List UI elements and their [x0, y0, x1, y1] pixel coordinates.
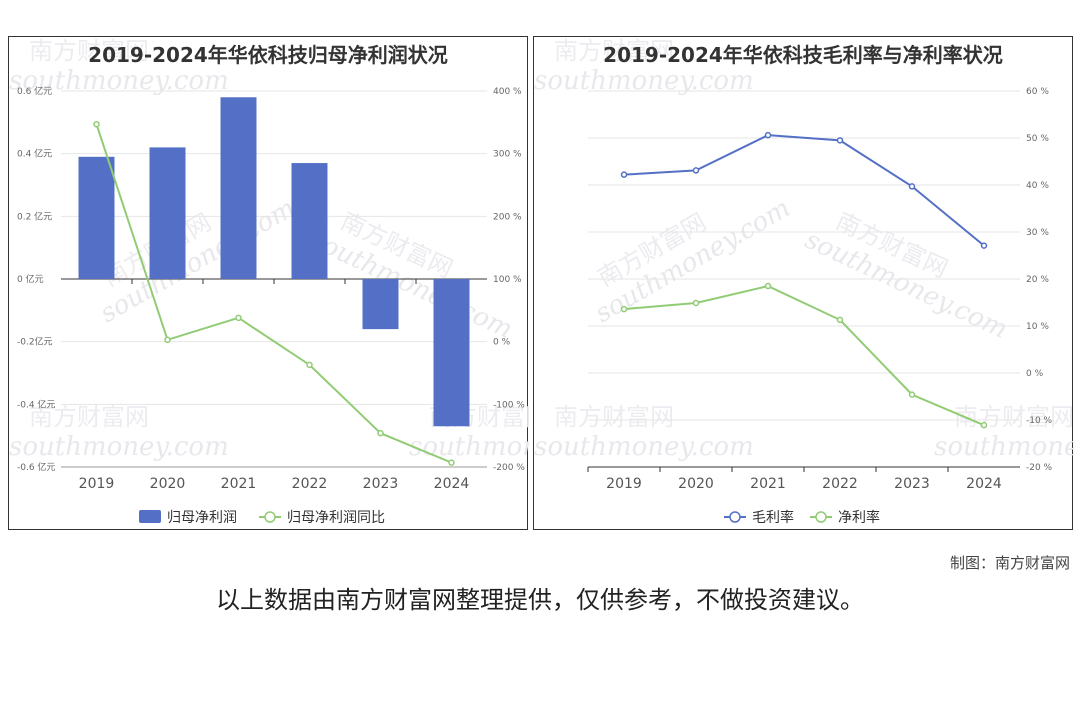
data-point — [764, 282, 772, 290]
y-right-tick-label: 0 % — [1026, 369, 1044, 379]
legend-label: 归母净利润同比 — [287, 509, 385, 526]
series-line — [95, 123, 452, 464]
y-right-tick-label: -20 % — [1026, 463, 1053, 473]
y-right-tick-label: -10 % — [1026, 416, 1053, 426]
y-right-tick-label: 30 % — [1026, 228, 1049, 238]
legend-label: 净利率 — [838, 509, 880, 526]
y-right-tick-label: 100 % — [493, 275, 522, 285]
bar — [149, 147, 186, 279]
data-point — [377, 429, 384, 437]
y-left-tick-label: 0 亿元 — [17, 273, 44, 285]
data-point — [620, 171, 628, 178]
legend-swatch — [139, 510, 161, 523]
y-left-tick-label: -0.6 亿元 — [17, 461, 55, 473]
x-tick-label: 2022 — [292, 476, 328, 492]
y-right-tick-label: 400 % — [493, 87, 522, 97]
data-point — [448, 459, 455, 466]
data-point — [692, 167, 700, 174]
margin-chart-panel: 南方财富网 southmoney.com 南方财富网 southmoney.com 南方… — [533, 36, 1074, 530]
data-point — [764, 131, 772, 139]
legend-swatch — [729, 511, 741, 523]
y-left-tick-label: 0.2 亿元 — [17, 210, 52, 222]
data-point — [235, 314, 242, 322]
data-point — [164, 336, 171, 344]
data-point — [306, 361, 313, 369]
watermark: southmoney.com — [9, 432, 229, 462]
chart-title: 2019-2024年华依科技毛利率与净利率状况 — [603, 43, 1003, 67]
y-left-tick-label: -0.4 亿元 — [17, 398, 55, 410]
watermark: 南方财富网 — [554, 37, 674, 65]
disclaimer-text: 以上数据由南方财富网整理提供，仅供参考，不做投资建议。 — [216, 586, 864, 614]
x-tick-label: 2021 — [750, 476, 786, 492]
y-right-tick-label: 200 % — [493, 212, 522, 222]
x-tick-label: 2019 — [606, 476, 642, 492]
x-tick-label: 2023 — [894, 476, 930, 492]
x-tick-label: 2019 — [79, 476, 115, 492]
data-point — [93, 120, 100, 128]
watermark: 南方财富网 — [554, 403, 674, 431]
y-right-tick-label: 50 % — [1026, 134, 1049, 144]
data-point — [980, 421, 988, 429]
watermark: southmoney.com — [534, 432, 754, 462]
bar — [433, 279, 470, 427]
y-left-tick-label: 0.6 亿元 — [17, 85, 52, 97]
y-left-tick-label: -0.2亿元 — [17, 336, 53, 348]
watermark: southmoney.com — [934, 432, 1074, 462]
legend-swatch — [815, 511, 827, 523]
y-right-tick-label: 60 % — [1026, 87, 1049, 97]
series-line — [623, 284, 985, 427]
watermark: 南方财富网 — [29, 403, 149, 431]
legend-label: 归母净利润 — [167, 509, 237, 526]
data-point — [908, 391, 916, 398]
data-point — [692, 299, 700, 307]
x-tick-label: 2020 — [150, 476, 186, 492]
y-right-tick-label: 20 % — [1026, 275, 1049, 285]
bar — [78, 156, 115, 279]
x-tick-label: 2024 — [434, 476, 470, 492]
x-tick-label: 2023 — [363, 476, 399, 492]
watermark: 南方财富网 — [29, 37, 149, 65]
x-tick-label: 2021 — [221, 476, 257, 492]
bar — [291, 163, 328, 279]
y-right-tick-label: 300 % — [493, 150, 522, 160]
watermark: 南方财富网 — [954, 403, 1074, 431]
y-left-tick-label: 0.4 亿元 — [17, 148, 52, 160]
bar — [220, 97, 257, 279]
legend-swatch — [264, 511, 276, 523]
data-point — [620, 305, 628, 313]
legend-label: 毛利率 — [752, 509, 794, 526]
chart-title: 2019-2024年华依科技归母净利润状况 — [88, 43, 448, 67]
profit-chart: 南方财富网southmoney.com南方财富网southmoney.com南方… — [9, 37, 529, 526]
y-right-tick-label: 10 % — [1026, 322, 1049, 332]
x-tick-label: 2024 — [966, 476, 1002, 492]
y-right-tick-label: 40 % — [1026, 181, 1049, 191]
data-point — [908, 183, 916, 190]
bar — [362, 279, 399, 330]
data-point — [836, 316, 844, 324]
x-tick-label: 2020 — [678, 476, 714, 492]
y-right-tick-label: -200 % — [493, 463, 525, 473]
data-point — [836, 137, 844, 144]
chart-credit: 制图：南方财富网 — [949, 554, 1070, 572]
profit-chart-panel: 南方财富网southmoney.com南方财富网southmoney.com南方… — [8, 36, 529, 530]
y-right-tick-label: 0 % — [493, 338, 511, 348]
watermark: southmoney.com — [409, 432, 529, 462]
x-tick-label: 2022 — [822, 476, 858, 492]
data-point — [980, 242, 988, 249]
y-right-tick-label: -100 % — [493, 400, 525, 410]
series-line — [623, 134, 985, 247]
